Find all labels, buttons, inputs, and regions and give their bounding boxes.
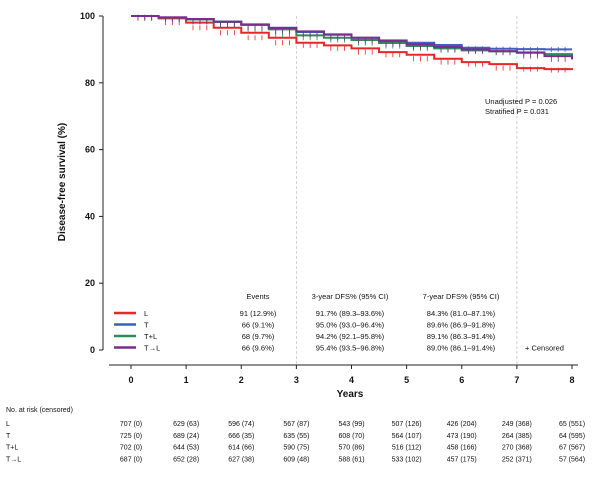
risk-cell: 666 (35) — [228, 433, 254, 440]
series-line-0 — [131, 15, 573, 71]
x-tick-label-6: 6 — [459, 375, 464, 385]
y-tick-label-20: 20 — [85, 278, 95, 288]
series-line-3 — [131, 15, 573, 60]
risk-cell: 702 (0) — [120, 445, 142, 452]
x-tick-label-7: 7 — [514, 375, 519, 385]
legend-dfs7-0: 84.3% (81.0–87.1%) — [427, 309, 496, 318]
legend-events-2: 68 (9.7%) — [242, 332, 275, 341]
risk-cell: 614 (66) — [228, 445, 254, 452]
risk-cell: 590 (75) — [283, 445, 309, 452]
legend-label-0: L — [144, 309, 148, 318]
x-tick-label-5: 5 — [404, 375, 409, 385]
legend-header-events: Events — [247, 292, 270, 301]
x-tick-label-2: 2 — [239, 375, 244, 385]
y-tick-label-100: 100 — [80, 11, 95, 21]
x-tick-label-4: 4 — [349, 375, 354, 385]
risk-cell: 635 (55) — [283, 433, 309, 440]
risk-cell: 543 (99) — [338, 421, 364, 428]
risk-cell: 249 (368) — [502, 421, 532, 428]
legend-dfs7-1: 89.6% (86.9–91.8%) — [427, 321, 496, 330]
censor-marks-3 — [137, 14, 566, 62]
risk-cell: 264 (385) — [502, 433, 532, 440]
risk-cell: 725 (0) — [120, 433, 142, 440]
legend-header-dfs3: 3-year DFS% (95% CI) — [312, 292, 389, 301]
legend-events-0: 91 (12.9%) — [240, 309, 277, 318]
risk-cell: 652 (28) — [173, 456, 199, 463]
y-tick-label-40: 40 — [85, 211, 95, 221]
stats-unadjusted: Unadjusted P = 0.026 — [485, 97, 557, 106]
legend-dfs7-3: 89.0% (86.1–91.4%) — [427, 344, 496, 353]
legend-events-1: 66 (9.1%) — [242, 321, 275, 330]
risk-row-label-2: T+L — [6, 445, 18, 452]
risk-cell: 426 (204) — [447, 421, 477, 428]
stats-stratified: Stratified P = 0.031 — [485, 107, 549, 116]
legend-censored-note: + Censored — [525, 344, 564, 353]
legend-events-3: 66 (9.6%) — [242, 344, 275, 353]
x-tick-label-1: 1 — [184, 375, 189, 385]
risk-cell: 567 (87) — [283, 421, 309, 428]
legend-dfs3-0: 91.7% (89.3–93.6%) — [316, 309, 385, 318]
survival-curves — [131, 14, 573, 73]
risk-cell: 564 (107) — [392, 433, 422, 440]
risk-cell: 458 (166) — [447, 445, 477, 452]
x-axis-title: Years — [337, 389, 364, 400]
risk-cell: 64 (595) — [559, 433, 585, 440]
risk-cell: 67 (567) — [559, 445, 585, 452]
legend-dfs3-2: 94.2% (92.1–95.8%) — [316, 332, 385, 341]
legend-label-2: T+L — [144, 332, 157, 341]
risk-cell: 457 (175) — [447, 456, 477, 463]
risk-cell: 596 (74) — [228, 421, 254, 428]
y-tick-label-80: 80 — [85, 78, 95, 88]
risk-cell: 588 (61) — [338, 456, 364, 463]
y-tick-label-0: 0 — [90, 345, 95, 355]
risk-cell: 252 (371) — [502, 456, 532, 463]
risk-cell: 689 (24) — [173, 433, 199, 440]
legend-dfs3-1: 95.0% (93.0–96.4%) — [316, 321, 385, 330]
risk-table-title: No. at risk (censored) — [6, 407, 73, 414]
legend-label-1: T — [144, 321, 149, 330]
series-line-1 — [131, 15, 572, 51]
risk-cell: 687 (0) — [120, 456, 142, 463]
risk-cell: 516 (112) — [392, 445, 421, 452]
axes: 0 20 40 60 80 100 0 1 2 3 4 5 6 7 8 — [80, 11, 578, 385]
legend-dfs7-2: 89.1% (86.3–91.4%) — [427, 332, 496, 341]
risk-row-label-1: T — [6, 433, 11, 440]
y-axis-title: Disease-free survival (%) — [57, 123, 68, 241]
risk-cell: 629 (63) — [173, 421, 199, 428]
legend: Events 3-year DFS% (95% CI) 7-year DFS% … — [114, 292, 564, 353]
y-tick-label-60: 60 — [85, 145, 95, 155]
risk-cell: 608 (70) — [338, 433, 364, 440]
legend-header-dfs7: 7-year DFS% (95% CI) — [423, 292, 500, 301]
risk-table: No. at risk (censored) L 707 (0) 629 (63) 5… — [6, 407, 585, 463]
risk-cell: 473 (190) — [447, 433, 477, 440]
risk-cell: 270 (368) — [502, 445, 532, 452]
risk-cell: 707 (0) — [120, 421, 142, 428]
risk-cell: 570 (86) — [338, 445, 364, 452]
x-tick-label-0: 0 — [128, 375, 133, 385]
risk-row-label-0: L — [6, 421, 10, 428]
risk-cell: 65 (551) — [559, 421, 585, 428]
risk-cell: 627 (38) — [228, 456, 254, 463]
risk-cell: 533 (102) — [392, 456, 422, 463]
legend-dfs3-3: 95.4% (93.5–96.8%) — [316, 344, 385, 353]
legend-label-3: T→L — [144, 344, 160, 353]
risk-cell: 609 (48) — [283, 456, 309, 463]
reference-lines — [295, 16, 518, 370]
risk-cell: 507 (126) — [392, 421, 422, 428]
risk-cell: 57 (564) — [559, 456, 585, 463]
risk-row-label-3: T→L — [6, 456, 21, 463]
x-tick-label-8: 8 — [569, 375, 574, 385]
x-tick-label-3: 3 — [294, 375, 299, 385]
risk-cell: 644 (53) — [173, 445, 199, 452]
